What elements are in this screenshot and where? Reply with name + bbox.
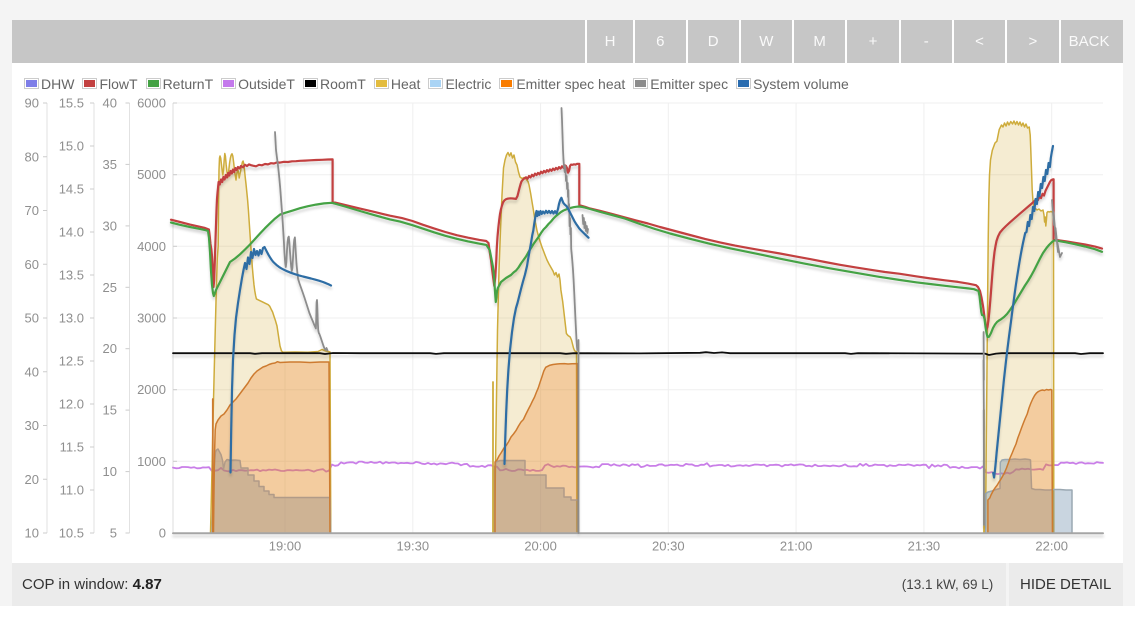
svg-text:35: 35 xyxy=(103,157,117,172)
svg-text:21:30: 21:30 xyxy=(908,539,941,554)
svg-text:20: 20 xyxy=(103,341,117,356)
svg-text:12.0: 12.0 xyxy=(59,397,84,412)
svg-text:15: 15 xyxy=(103,403,117,418)
svg-text:5: 5 xyxy=(110,526,117,541)
svg-text:14.0: 14.0 xyxy=(59,225,84,240)
svg-text:80: 80 xyxy=(25,149,39,164)
svg-text:22:00: 22:00 xyxy=(1035,539,1068,554)
svg-text:4000: 4000 xyxy=(137,239,166,254)
svg-text:30: 30 xyxy=(25,418,39,433)
svg-text:1000: 1000 xyxy=(137,454,166,469)
svg-text:5000: 5000 xyxy=(137,167,166,182)
svg-text:10: 10 xyxy=(25,526,39,541)
svg-text:20:30: 20:30 xyxy=(652,539,685,554)
svg-text:0: 0 xyxy=(159,526,166,541)
svg-text:2000: 2000 xyxy=(137,382,166,397)
svg-text:11.0: 11.0 xyxy=(60,483,84,498)
svg-text:19:30: 19:30 xyxy=(397,539,430,554)
svg-text:21:00: 21:00 xyxy=(780,539,813,554)
svg-text:25: 25 xyxy=(103,280,117,295)
svg-text:19:00: 19:00 xyxy=(269,539,302,554)
svg-text:30: 30 xyxy=(103,218,117,233)
svg-text:90: 90 xyxy=(25,96,39,111)
svg-text:6000: 6000 xyxy=(137,96,166,111)
svg-text:13.5: 13.5 xyxy=(59,268,84,283)
svg-text:11.5: 11.5 xyxy=(60,440,84,455)
svg-text:40: 40 xyxy=(25,364,39,379)
svg-text:20:00: 20:00 xyxy=(524,539,557,554)
svg-text:10.5: 10.5 xyxy=(59,526,84,541)
svg-text:20: 20 xyxy=(25,472,39,487)
svg-text:10: 10 xyxy=(103,464,117,479)
svg-text:14.5: 14.5 xyxy=(59,182,84,197)
svg-text:70: 70 xyxy=(25,203,39,218)
svg-text:15.5: 15.5 xyxy=(59,96,84,111)
svg-text:15.0: 15.0 xyxy=(59,139,84,154)
svg-text:40: 40 xyxy=(103,96,117,111)
svg-text:12.5: 12.5 xyxy=(59,354,84,369)
svg-text:50: 50 xyxy=(25,311,39,326)
svg-text:3000: 3000 xyxy=(137,311,166,326)
svg-text:13.0: 13.0 xyxy=(59,311,84,326)
svg-text:60: 60 xyxy=(25,257,39,272)
